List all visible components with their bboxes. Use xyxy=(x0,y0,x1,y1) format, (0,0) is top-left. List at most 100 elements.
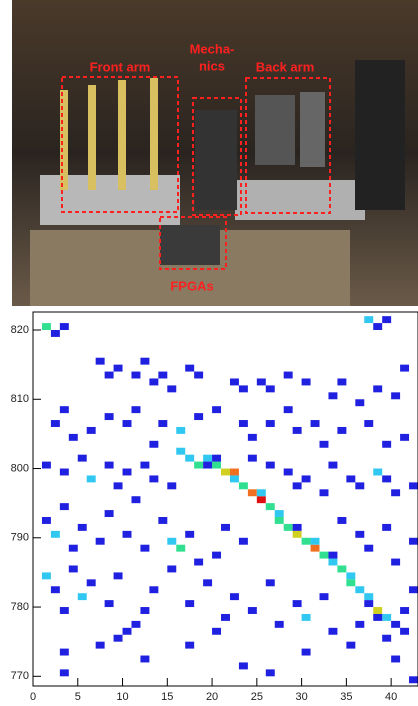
cell xyxy=(59,323,69,331)
detector xyxy=(150,78,158,190)
cell xyxy=(140,461,150,469)
cell xyxy=(167,482,177,490)
label: Mecha- xyxy=(190,41,235,56)
cell xyxy=(373,468,383,476)
cell xyxy=(104,600,114,608)
cell xyxy=(382,316,392,324)
cell xyxy=(328,558,338,566)
cell xyxy=(328,551,338,559)
cell xyxy=(113,482,123,490)
cell xyxy=(194,558,204,566)
cell xyxy=(212,406,222,414)
cell xyxy=(265,461,275,469)
cell xyxy=(59,406,69,414)
cell xyxy=(319,440,329,448)
cell xyxy=(391,558,401,566)
cell xyxy=(41,572,51,580)
cell xyxy=(292,426,302,434)
cell xyxy=(373,607,383,614)
cell xyxy=(50,586,60,594)
label: Front arm xyxy=(90,59,151,74)
cell xyxy=(337,426,347,434)
cell xyxy=(86,475,96,483)
cell xyxy=(95,537,105,545)
cell xyxy=(104,413,114,421)
cell xyxy=(391,489,401,497)
cell xyxy=(140,544,150,552)
cell xyxy=(149,378,159,386)
cell xyxy=(355,482,365,490)
cell xyxy=(194,413,204,421)
cell xyxy=(77,523,87,531)
cell xyxy=(185,530,195,538)
cell xyxy=(319,551,329,559)
mechanics-box xyxy=(192,97,242,216)
cell xyxy=(292,600,302,608)
cell xyxy=(238,482,248,490)
cell xyxy=(203,579,213,587)
cell xyxy=(409,586,418,594)
cell xyxy=(212,627,222,635)
cell xyxy=(346,475,356,483)
x-tick-label: 15 xyxy=(161,691,173,703)
cell xyxy=(373,613,383,621)
cell xyxy=(221,523,230,531)
cell xyxy=(328,461,338,469)
cell xyxy=(238,385,248,393)
cell xyxy=(409,537,418,545)
cell xyxy=(122,530,132,538)
cell xyxy=(185,641,195,649)
cell xyxy=(113,634,123,642)
cell xyxy=(301,648,311,656)
cell xyxy=(274,510,284,518)
cell xyxy=(158,517,168,524)
cell xyxy=(41,461,51,469)
cell xyxy=(122,468,132,476)
x-tick-label: 35 xyxy=(340,691,352,703)
cell xyxy=(59,503,69,511)
cell xyxy=(292,482,302,490)
cell xyxy=(50,330,60,337)
cell xyxy=(158,371,168,379)
cell xyxy=(391,392,401,400)
cell xyxy=(238,420,248,427)
cell xyxy=(256,378,266,386)
detector xyxy=(255,95,295,165)
cell xyxy=(346,579,356,587)
cell xyxy=(265,503,275,511)
front-arm-box xyxy=(61,76,179,213)
label: Back arm xyxy=(256,59,315,74)
y-tick-label: 820 xyxy=(11,324,29,336)
cell xyxy=(400,627,410,635)
cell xyxy=(158,420,168,427)
cell xyxy=(131,496,141,504)
cell xyxy=(68,433,78,441)
cell xyxy=(203,461,213,469)
cell xyxy=(364,593,374,601)
cell xyxy=(292,523,302,531)
cell xyxy=(104,510,114,518)
cell xyxy=(247,489,257,497)
cell xyxy=(265,420,275,427)
cell xyxy=(310,420,320,427)
cell xyxy=(346,641,356,649)
fpga-board xyxy=(160,225,220,265)
cell xyxy=(194,461,204,469)
cell xyxy=(373,385,383,393)
cell xyxy=(274,620,284,628)
cell xyxy=(328,627,338,635)
cell xyxy=(176,447,186,455)
cell xyxy=(337,565,347,573)
chart: 0 5 10 15 20 25 30 35 40 770 780 790 800 810 820 xyxy=(11,311,418,703)
cell xyxy=(310,544,320,552)
cell xyxy=(113,364,123,372)
cell xyxy=(364,600,374,608)
back-arm-box xyxy=(245,77,331,214)
cell xyxy=(41,517,51,524)
cell xyxy=(229,593,239,601)
x-tick-label: 25 xyxy=(251,691,263,703)
x-tick-label: 30 xyxy=(295,691,307,703)
cell xyxy=(77,454,87,462)
cell xyxy=(301,537,311,545)
